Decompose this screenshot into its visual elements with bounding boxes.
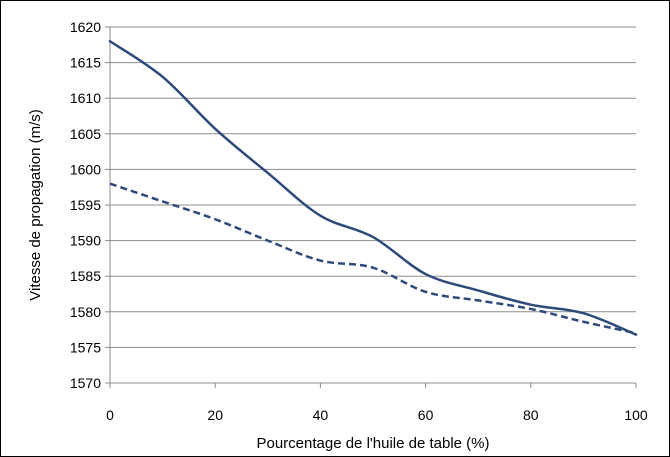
y-tick-label: 1595	[70, 197, 101, 213]
y-tick-label: 1600	[70, 161, 101, 177]
axes	[105, 26, 637, 388]
x-tick-label: 60	[418, 407, 434, 423]
y-axis-title: Vitesse de propagation (m/s)	[27, 109, 44, 301]
series-line-dashed	[109, 182, 637, 335]
y-tick-label: 1620	[70, 19, 101, 35]
series-lines	[108, 39, 638, 336]
x-tick-label: 100	[624, 407, 648, 423]
y-tick-label: 1570	[70, 375, 101, 391]
y-tick-label: 1605	[70, 126, 101, 142]
y-tick-label: 1615	[70, 55, 101, 71]
y-tick-labels: 1570 1575 1580 1585 1590 1595 1600 1605 1610 1615…	[70, 19, 101, 391]
x-tick-labels: 0 20 40 60 80 100	[106, 407, 648, 423]
x-tick-label: 0	[106, 407, 114, 423]
y-tick-label: 1580	[70, 304, 101, 320]
y-tick-label: 1585	[70, 268, 101, 284]
x-tick-label: 80	[523, 407, 539, 423]
series-line-solid	[108, 39, 638, 336]
x-tick-label: 40	[313, 407, 329, 423]
y-tick-label: 1610	[70, 90, 101, 106]
x-axis-title: Pourcentage de l'huile de table (%)	[256, 435, 489, 452]
gridlines	[110, 26, 636, 348]
y-tick-label: 1575	[70, 339, 101, 355]
y-tick-label: 1590	[70, 233, 101, 249]
x-tick-label: 20	[207, 407, 223, 423]
